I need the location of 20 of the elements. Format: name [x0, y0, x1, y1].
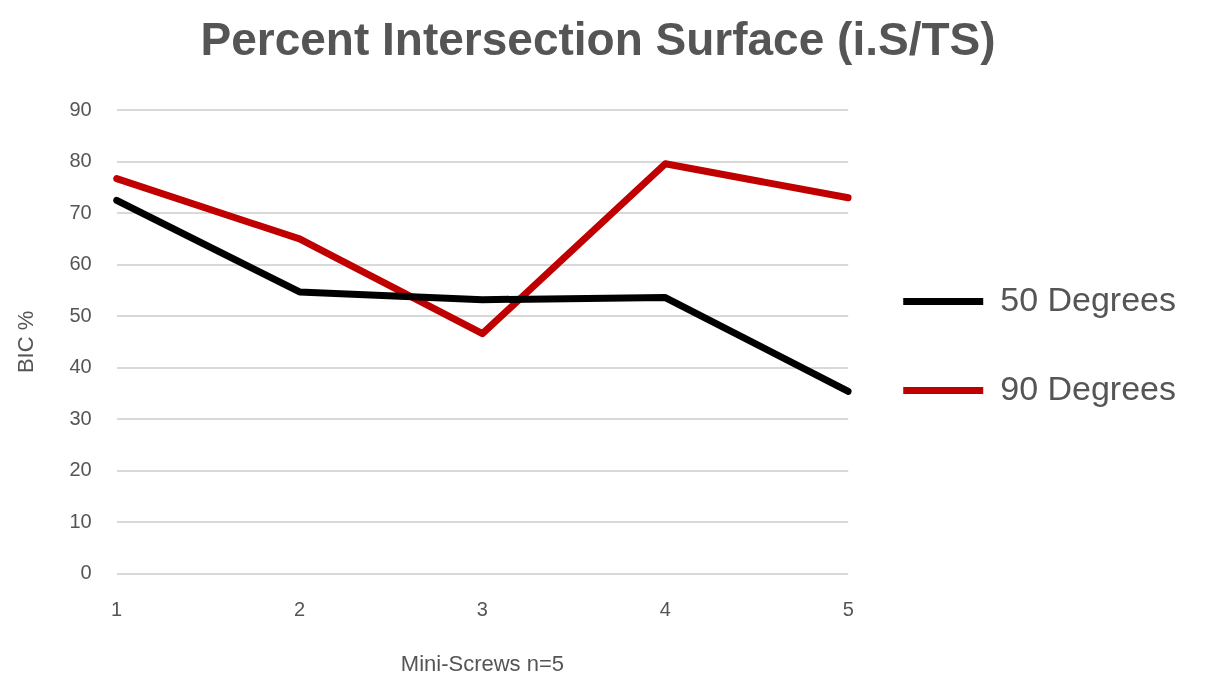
y-tick-label: 0 — [80, 561, 92, 584]
x-tick-label: 5 — [842, 598, 854, 621]
y-tick-label: 10 — [69, 509, 92, 532]
y-tick-label: 90 — [69, 97, 92, 120]
y-tick-label: 50 — [69, 303, 92, 326]
y-axis-title: BIC % — [13, 310, 39, 374]
y-tick-label: 80 — [69, 149, 92, 172]
y-tick-label: 40 — [69, 355, 92, 378]
x-axis-title: Mini-Screws n=5 — [400, 650, 565, 676]
y-tick-label: 20 — [69, 458, 92, 481]
y-tick-label: 70 — [69, 200, 92, 223]
x-tick-label: 3 — [476, 598, 488, 621]
x-tick-label: 4 — [659, 598, 671, 621]
chart-title: Percent Intersection Surface (i.S/TS) — [200, 13, 996, 66]
x-tick-label: 2 — [293, 598, 306, 621]
y-tick-label: 60 — [69, 252, 92, 275]
legend-label: 50 Degrees — [1000, 279, 1176, 318]
y-tick-label: 30 — [69, 406, 92, 429]
legend-label: 90 Degrees — [1000, 368, 1176, 407]
x-tick-label: 1 — [111, 598, 123, 621]
